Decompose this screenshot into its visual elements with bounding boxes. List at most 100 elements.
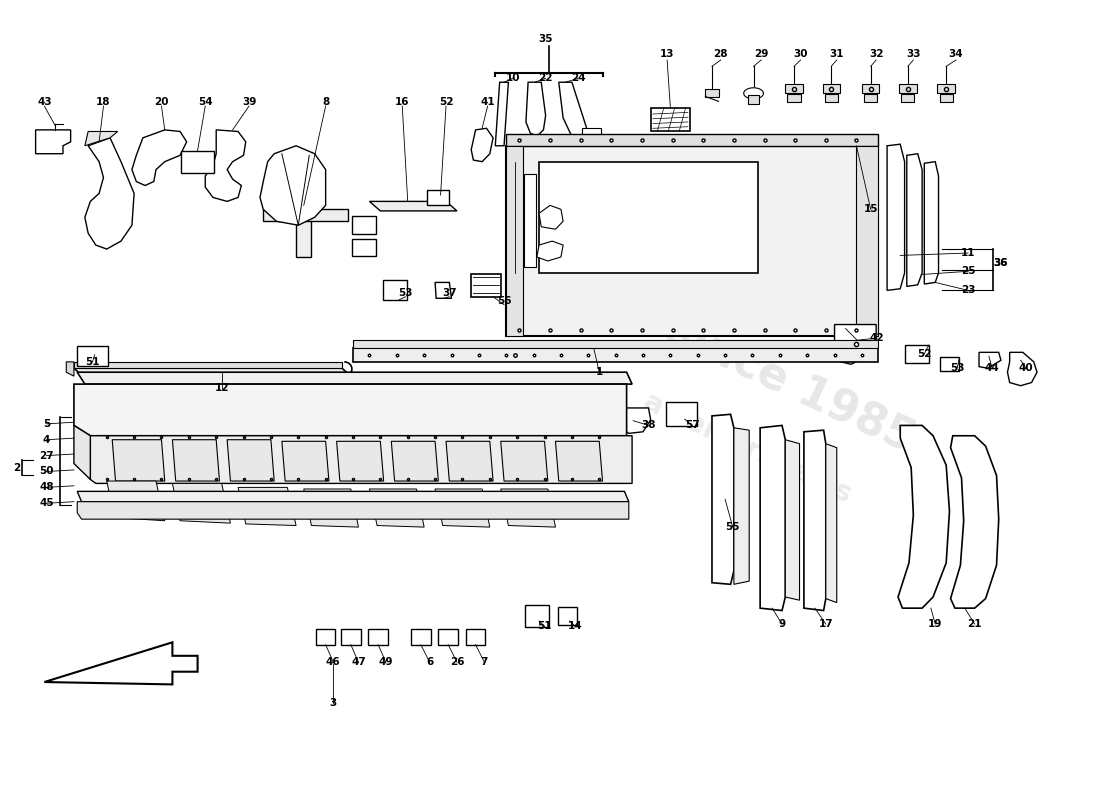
Polygon shape	[206, 130, 245, 202]
Bar	[182, 150, 214, 173]
Text: 38: 38	[641, 421, 656, 430]
Text: 19: 19	[928, 619, 943, 629]
Polygon shape	[238, 487, 296, 526]
Polygon shape	[712, 414, 734, 584]
Polygon shape	[1008, 352, 1037, 386]
Polygon shape	[66, 362, 74, 376]
Bar	[525, 605, 549, 627]
Bar	[352, 238, 376, 256]
Text: 30: 30	[793, 50, 807, 59]
Text: 1: 1	[595, 367, 603, 377]
Text: 51: 51	[86, 357, 100, 367]
Bar	[748, 95, 759, 105]
Polygon shape	[74, 384, 627, 436]
Text: 6: 6	[426, 657, 433, 667]
Polygon shape	[651, 108, 690, 131]
Polygon shape	[436, 282, 451, 298]
Text: 33: 33	[906, 50, 921, 59]
Text: 17: 17	[818, 619, 833, 629]
Text: 22: 22	[538, 74, 553, 83]
Text: 52: 52	[439, 97, 453, 107]
Text: 10: 10	[506, 74, 520, 83]
Text: 42: 42	[870, 333, 884, 343]
Polygon shape	[74, 426, 90, 479]
Bar	[823, 84, 840, 94]
Bar	[937, 84, 955, 94]
Polygon shape	[500, 489, 556, 527]
Text: 28: 28	[714, 50, 728, 59]
Text: 7: 7	[481, 657, 488, 667]
Bar	[465, 629, 485, 645]
Text: 50: 50	[40, 466, 54, 477]
Polygon shape	[260, 146, 326, 226]
Polygon shape	[44, 642, 198, 685]
Text: 57: 57	[685, 421, 700, 430]
Bar	[785, 84, 803, 94]
Polygon shape	[446, 442, 493, 481]
Text: 47: 47	[351, 657, 366, 667]
Bar	[368, 629, 388, 645]
Polygon shape	[173, 440, 220, 481]
Polygon shape	[132, 130, 187, 186]
Text: 12: 12	[214, 383, 229, 393]
Polygon shape	[35, 130, 70, 154]
Text: 5: 5	[43, 419, 51, 429]
Polygon shape	[506, 146, 522, 337]
Text: 14: 14	[568, 622, 583, 631]
Text: a Ferrari parts: a Ferrari parts	[638, 387, 856, 508]
Polygon shape	[77, 491, 629, 502]
Text: 21: 21	[967, 619, 982, 629]
Polygon shape	[282, 442, 329, 481]
Polygon shape	[537, 241, 563, 261]
Text: 32: 32	[869, 50, 883, 59]
Bar	[705, 90, 718, 98]
Bar	[904, 345, 928, 362]
Text: 25: 25	[960, 266, 976, 276]
Text: 11: 11	[960, 248, 976, 258]
Text: 55: 55	[726, 522, 740, 532]
Polygon shape	[436, 489, 490, 527]
Bar	[558, 607, 578, 625]
Polygon shape	[471, 274, 501, 297]
Polygon shape	[77, 372, 632, 384]
Text: 2: 2	[13, 462, 21, 473]
Polygon shape	[539, 206, 563, 229]
Text: since 1985: since 1985	[660, 308, 922, 461]
Bar	[383, 281, 407, 300]
Polygon shape	[173, 483, 230, 523]
Polygon shape	[74, 362, 342, 368]
Polygon shape	[906, 154, 922, 286]
Text: 31: 31	[829, 50, 844, 59]
Text: 9: 9	[779, 619, 785, 629]
Bar	[428, 190, 449, 205]
Polygon shape	[370, 489, 425, 527]
Text: 53: 53	[398, 288, 412, 298]
Polygon shape	[500, 442, 548, 481]
Polygon shape	[898, 426, 949, 608]
Polygon shape	[227, 440, 274, 481]
Bar	[352, 217, 376, 234]
Polygon shape	[760, 426, 785, 610]
Text: 8: 8	[322, 97, 329, 107]
Bar	[862, 84, 879, 94]
Polygon shape	[495, 82, 508, 146]
Text: 37: 37	[442, 288, 456, 298]
Polygon shape	[74, 368, 351, 376]
Text: 39: 39	[242, 97, 256, 107]
Polygon shape	[556, 442, 603, 481]
Polygon shape	[506, 134, 878, 146]
Polygon shape	[370, 202, 456, 211]
Text: 26: 26	[450, 657, 464, 667]
Polygon shape	[526, 82, 546, 136]
Polygon shape	[804, 430, 826, 610]
Text: 16: 16	[395, 97, 409, 107]
Polygon shape	[107, 481, 165, 521]
Polygon shape	[506, 146, 878, 337]
Polygon shape	[835, 325, 876, 364]
Text: 40: 40	[1019, 363, 1033, 374]
Bar	[411, 629, 431, 645]
Text: 54: 54	[198, 97, 212, 107]
Text: 15: 15	[864, 204, 878, 214]
Text: 49: 49	[378, 657, 393, 667]
Bar	[316, 629, 336, 645]
